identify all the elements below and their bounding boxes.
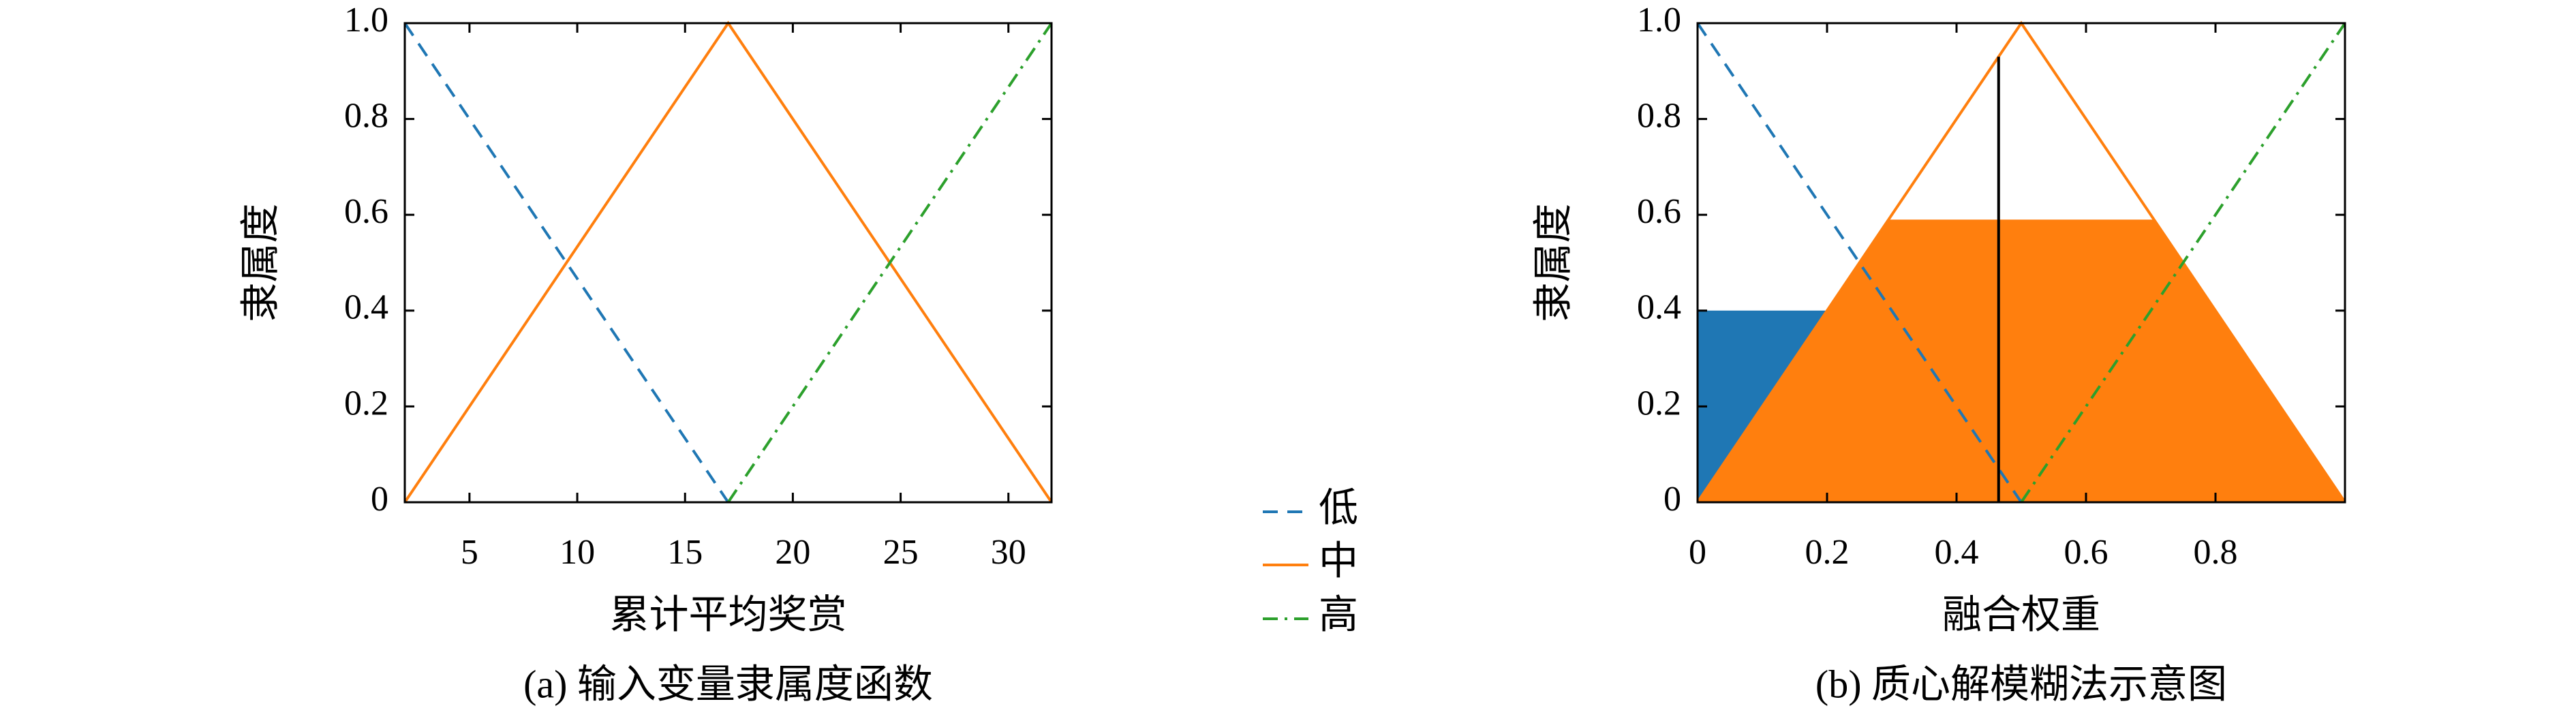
legend-label: 高	[1319, 592, 1358, 636]
y-axis-label: 隶属度	[238, 203, 282, 322]
series-line	[2020, 22, 2346, 504]
subplot-caption: (a) 输入变量隶属度函数	[523, 662, 933, 706]
y-tick-label: 0.2	[1637, 384, 1681, 423]
x-axis-label: 累计平均奖赏	[609, 592, 846, 636]
x-tick-label: 0.4	[1935, 533, 1979, 572]
axes-frame	[403, 22, 1053, 504]
series-line	[403, 20, 1053, 504]
x-tick-label: 20	[775, 533, 810, 572]
y-tick-label: 0.6	[1637, 192, 1681, 231]
y-tick-label: 0	[371, 480, 388, 519]
y-tick-label: 0	[1663, 480, 1681, 519]
x-tick-label: 10	[559, 533, 595, 572]
x-axis-label: 融合权重	[1942, 592, 2100, 636]
series-line	[726, 22, 1053, 504]
legend-label: 低	[1319, 485, 1358, 530]
filled-region	[1698, 219, 2345, 502]
x-tick-label: 5	[461, 533, 478, 572]
y-tick-label: 0.2	[344, 384, 388, 423]
x-tick-label: 0.6	[2064, 533, 2109, 572]
axes-frame	[1696, 22, 2346, 504]
legend-label: 中	[1319, 538, 1358, 583]
y-tick-label: 0.8	[1637, 97, 1681, 136]
y-tick-label: 1.0	[1637, 1, 1681, 40]
x-tick-label: 15	[667, 533, 703, 572]
y-tick-label: 0.4	[344, 288, 388, 327]
y-tick-label: 0.6	[344, 192, 388, 231]
subplot-caption: (b) 质心解模糊法示意图	[1815, 662, 2227, 706]
x-tick-label: 30	[991, 533, 1026, 572]
y-tick-label: 0.4	[1637, 288, 1681, 327]
x-tick-label: 0.8	[2194, 533, 2238, 572]
x-tick-label: 0	[1689, 533, 1706, 572]
y-tick-label: 0.8	[344, 97, 388, 136]
x-tick-label: 0.2	[1805, 533, 1850, 572]
x-tick-label: 25	[883, 533, 919, 572]
y-axis-label: 隶属度	[1531, 203, 1575, 322]
y-tick-label: 1.0	[344, 1, 388, 40]
